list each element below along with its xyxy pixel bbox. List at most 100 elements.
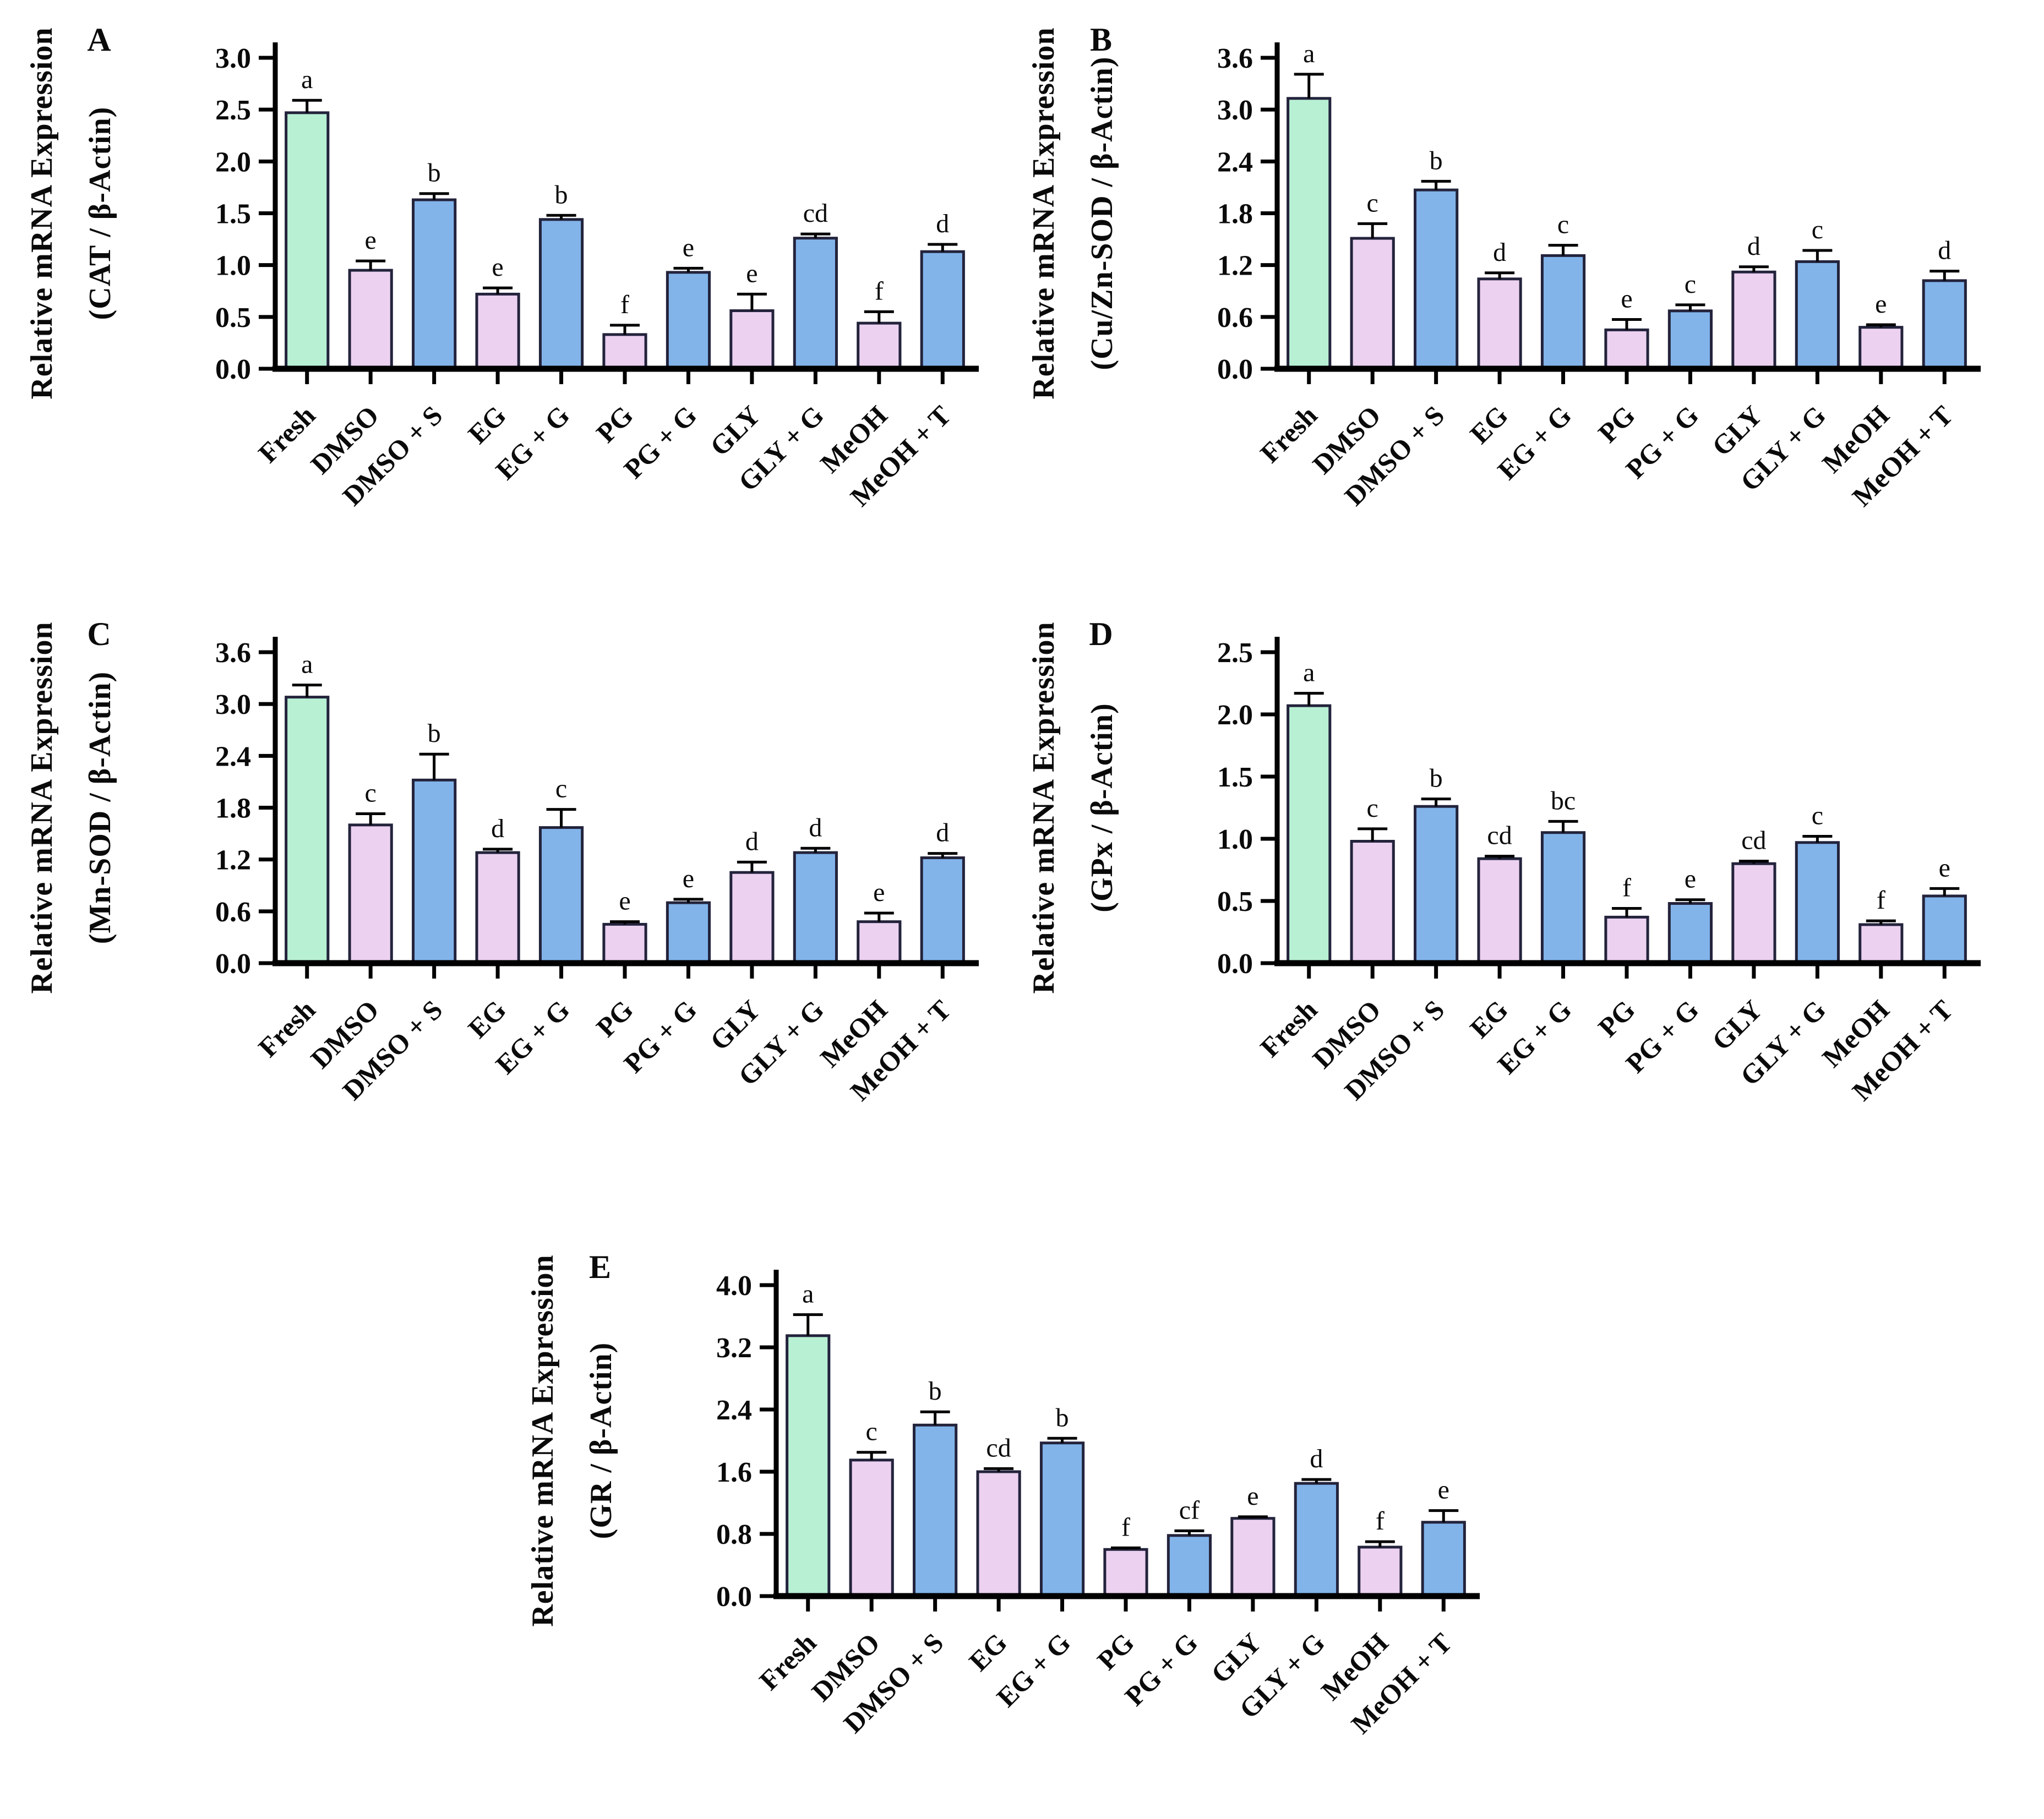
significance-letter: cd <box>1487 821 1512 850</box>
y-tick-label: 0.8 <box>716 1519 752 1550</box>
bar <box>1922 894 1967 965</box>
significance-letter: c <box>555 774 567 804</box>
x-category-label: PG + G <box>1620 994 1704 1079</box>
significance-letter: f <box>1121 1512 1130 1542</box>
significance-letter: c <box>866 1417 877 1446</box>
significance-letter: b <box>1430 764 1443 793</box>
x-category-label: PG <box>1592 994 1641 1043</box>
bar <box>1414 188 1459 370</box>
significance-letter: e <box>1939 853 1950 882</box>
bar <box>1731 270 1776 370</box>
y-tick-label: 1.0 <box>1217 824 1253 855</box>
y-axis-title-line1: Relative mRNA Expression <box>1027 27 1061 399</box>
y-tick-label: 3.0 <box>215 43 251 74</box>
significance-letter: e <box>683 233 694 262</box>
y-tick-label: 2.4 <box>1217 146 1253 178</box>
y-axis-title-line2: (GPx / β-Actin) <box>1085 703 1119 912</box>
y-tick-label: 1.5 <box>215 199 251 230</box>
bar <box>412 778 457 965</box>
bar <box>857 920 902 965</box>
bar <box>1103 1548 1148 1598</box>
x-category-label: EG <box>462 400 512 450</box>
x-category-label: PG <box>1592 400 1641 449</box>
bar <box>1414 805 1459 965</box>
panel-d-chart: D Relative mRNA Expression (GPx / β-Actin)… <box>1018 600 1998 1183</box>
y-tick-label: 2.0 <box>215 146 251 178</box>
bar <box>786 1334 831 1598</box>
bar <box>666 901 711 965</box>
y-tick-label: 0.6 <box>215 897 251 928</box>
panel-c-chart: C Relative mRNA Expression (Mn-SOD / β-Act… <box>17 600 996 1183</box>
y-axis-title-line1: Relative mRNA Expression <box>526 1254 560 1626</box>
bar <box>857 321 902 370</box>
significance-letter: d <box>745 827 759 856</box>
panel-b-chart: B Relative mRNA Expression (Cu/Zn-SOD / β-… <box>1018 6 1998 589</box>
y-tick-label: 1.0 <box>215 250 251 282</box>
panel-b-svg: B Relative mRNA Expression (Cu/Zn-SOD / β-… <box>1027 21 1981 512</box>
panel-a-svg: A Relative mRNA Expression (CAT / β-Actin)… <box>25 21 979 512</box>
significance-letter: d <box>1938 236 1951 265</box>
bar <box>285 696 330 965</box>
bar <box>538 218 584 370</box>
bar <box>1350 237 1395 370</box>
bar <box>1230 1517 1276 1598</box>
significance-letter: e <box>492 253 503 282</box>
significance-letter: b <box>555 180 568 209</box>
bar <box>913 1423 958 1598</box>
y-tick-label: 3.6 <box>215 637 251 669</box>
significance-letter: f <box>1877 886 1885 915</box>
y-tick-label: 1.5 <box>1217 762 1253 793</box>
panel-letter: A <box>87 21 111 58</box>
x-category-label: PG <box>590 994 639 1043</box>
y-tick-label: 3.6 <box>1217 43 1253 74</box>
significance-letter: c <box>1812 215 1823 244</box>
bar <box>1477 857 1522 965</box>
bar <box>1667 902 1713 965</box>
significance-letter: b <box>428 159 441 188</box>
significance-letter: e <box>683 864 694 893</box>
bar <box>1287 704 1332 965</box>
x-category-label: PG <box>590 400 639 449</box>
significance-letter: c <box>1812 801 1823 830</box>
significance-letter: d <box>1747 232 1760 261</box>
y-tick-label: 0.6 <box>1217 302 1253 334</box>
panel-e-svg: E Relative mRNA Expression (GR / β-Actin) a… <box>526 1249 1480 1740</box>
significance-letter: e <box>1438 1476 1449 1505</box>
panel-letter: D <box>1089 616 1113 652</box>
y-tick-label: 3.0 <box>1217 95 1253 126</box>
significance-letter: e <box>1621 285 1632 314</box>
significance-letter: f <box>875 276 884 305</box>
bar <box>602 333 647 370</box>
bar <box>793 851 838 965</box>
significance-letter: f <box>620 290 629 319</box>
y-tick-label: 3.2 <box>716 1332 752 1364</box>
significance-letter: e <box>1685 865 1696 894</box>
y-tick-label: 2.4 <box>215 741 251 772</box>
significance-letter: cd <box>803 199 828 228</box>
significance-letter: cd <box>1741 826 1766 855</box>
y-tick-label: 0.0 <box>1217 354 1253 385</box>
bar <box>729 309 775 370</box>
significance-letter: e <box>1875 289 1887 319</box>
significance-letter: b <box>1430 146 1443 175</box>
significance-letter: d <box>809 813 822 842</box>
y-tick-label: 0.5 <box>215 302 251 334</box>
significance-letter: b <box>929 1376 942 1406</box>
bar <box>1667 309 1713 370</box>
bar <box>285 111 330 370</box>
significance-letter: d <box>1493 238 1506 267</box>
panel-a-chart: A Relative mRNA Expression (CAT / β-Actin)… <box>17 6 996 589</box>
y-tick-label: 0.5 <box>1217 886 1253 917</box>
significance-letter: f <box>1622 873 1631 903</box>
bar <box>348 823 393 965</box>
y-axis-title-line2: (Mn-SOD / β-Actin) <box>83 671 117 944</box>
significance-letter: d <box>1310 1444 1323 1473</box>
bar <box>1421 1521 1466 1598</box>
bar <box>602 922 647 965</box>
significance-letter: c <box>365 778 377 807</box>
y-tick-label: 2.0 <box>1217 700 1253 731</box>
panel-letter: E <box>589 1249 611 1285</box>
bar <box>729 871 775 965</box>
y-tick-label: 2.5 <box>215 95 251 126</box>
y-tick-label: 4.0 <box>716 1270 752 1302</box>
